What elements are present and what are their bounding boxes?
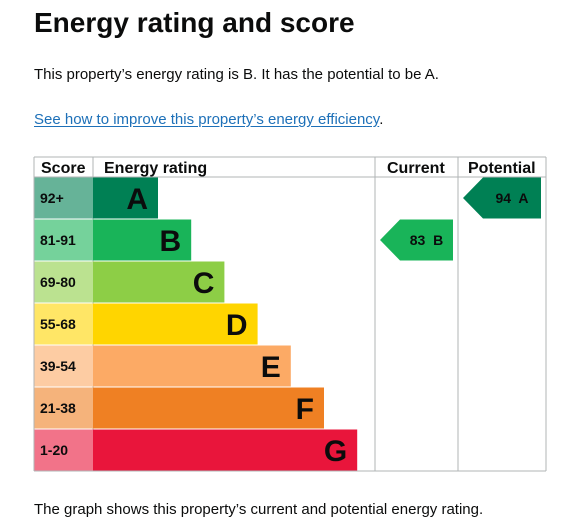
current-rating-arrow: 83 B: [380, 219, 453, 261]
band-score-cell: [34, 387, 93, 429]
band-bar: [93, 303, 258, 345]
header-score: Score: [41, 160, 86, 177]
band-f: 21-38 F: [34, 387, 324, 429]
band-letter: B: [160, 225, 182, 258]
chart-headers: Score Energy rating Current Potential: [41, 160, 536, 177]
header-current: Current: [387, 160, 445, 177]
band-letter: E: [261, 351, 281, 384]
band-score-label: 39-54: [40, 358, 76, 374]
band-letter: G: [324, 435, 347, 468]
current-rating-arrow-label: 83 B: [410, 232, 443, 248]
band-score-cell: [34, 219, 93, 261]
band-e: 39-54 E: [34, 345, 291, 387]
band-score-cell: [34, 261, 93, 303]
band-bar: [93, 219, 192, 261]
band-letter: A: [126, 183, 148, 216]
improve-link-full-stop: .: [379, 111, 384, 128]
band-c: 69-80 C: [34, 261, 225, 303]
band-score-label: 92+: [40, 190, 64, 206]
energy-rating-summary: This property’s energy rating is B. It h…: [34, 66, 439, 83]
band-score-label: 81-91: [40, 232, 76, 248]
header-energy-rating: Energy rating: [104, 160, 207, 177]
header-potential: Potential: [468, 160, 536, 177]
band-bar: [93, 429, 358, 471]
band-bar: [93, 177, 158, 219]
band-d: 55-68 D: [34, 303, 258, 345]
rating-arrows: 83 B 94 A: [380, 177, 541, 261]
potential-rating-arrow-shape: [463, 177, 541, 219]
band-score-cell: [34, 177, 93, 219]
band-bar: [93, 345, 291, 387]
band-letter: C: [193, 267, 215, 300]
band-g: 1-20 G: [34, 429, 358, 471]
rating-bands: 92+ A 81-91 B 69-80 C 55-68 D 39-54 E 21-38 F 1-20 G: [34, 177, 358, 471]
band-letter: D: [226, 309, 248, 342]
band-score-label: 21-38: [40, 400, 76, 416]
potential-rating-arrow-label: 94 A: [496, 190, 529, 206]
band-b: 81-91 B: [34, 219, 192, 261]
band-score-cell: [34, 345, 93, 387]
band-score-label: 55-68: [40, 316, 76, 332]
band-letter: F: [296, 393, 314, 426]
band-bar: [93, 387, 324, 429]
current-rating-arrow-shape: [380, 219, 453, 261]
band-a: 92+ A: [34, 177, 158, 219]
page-title: Energy rating and score: [34, 7, 355, 38]
band-score-cell: [34, 303, 93, 345]
band-score-cell: [34, 429, 93, 471]
improve-energy-efficiency-link[interactable]: See how to improve this property’s energ…: [34, 111, 380, 128]
band-score-label: 1-20: [40, 442, 68, 458]
band-bar: [93, 261, 225, 303]
potential-rating-arrow: 94 A: [463, 177, 541, 219]
improve-link-line: See how to improve this property’s energ…: [34, 110, 383, 130]
band-score-label: 69-80: [40, 274, 76, 290]
chart-caption: The graph shows this property’s current …: [34, 501, 484, 518]
